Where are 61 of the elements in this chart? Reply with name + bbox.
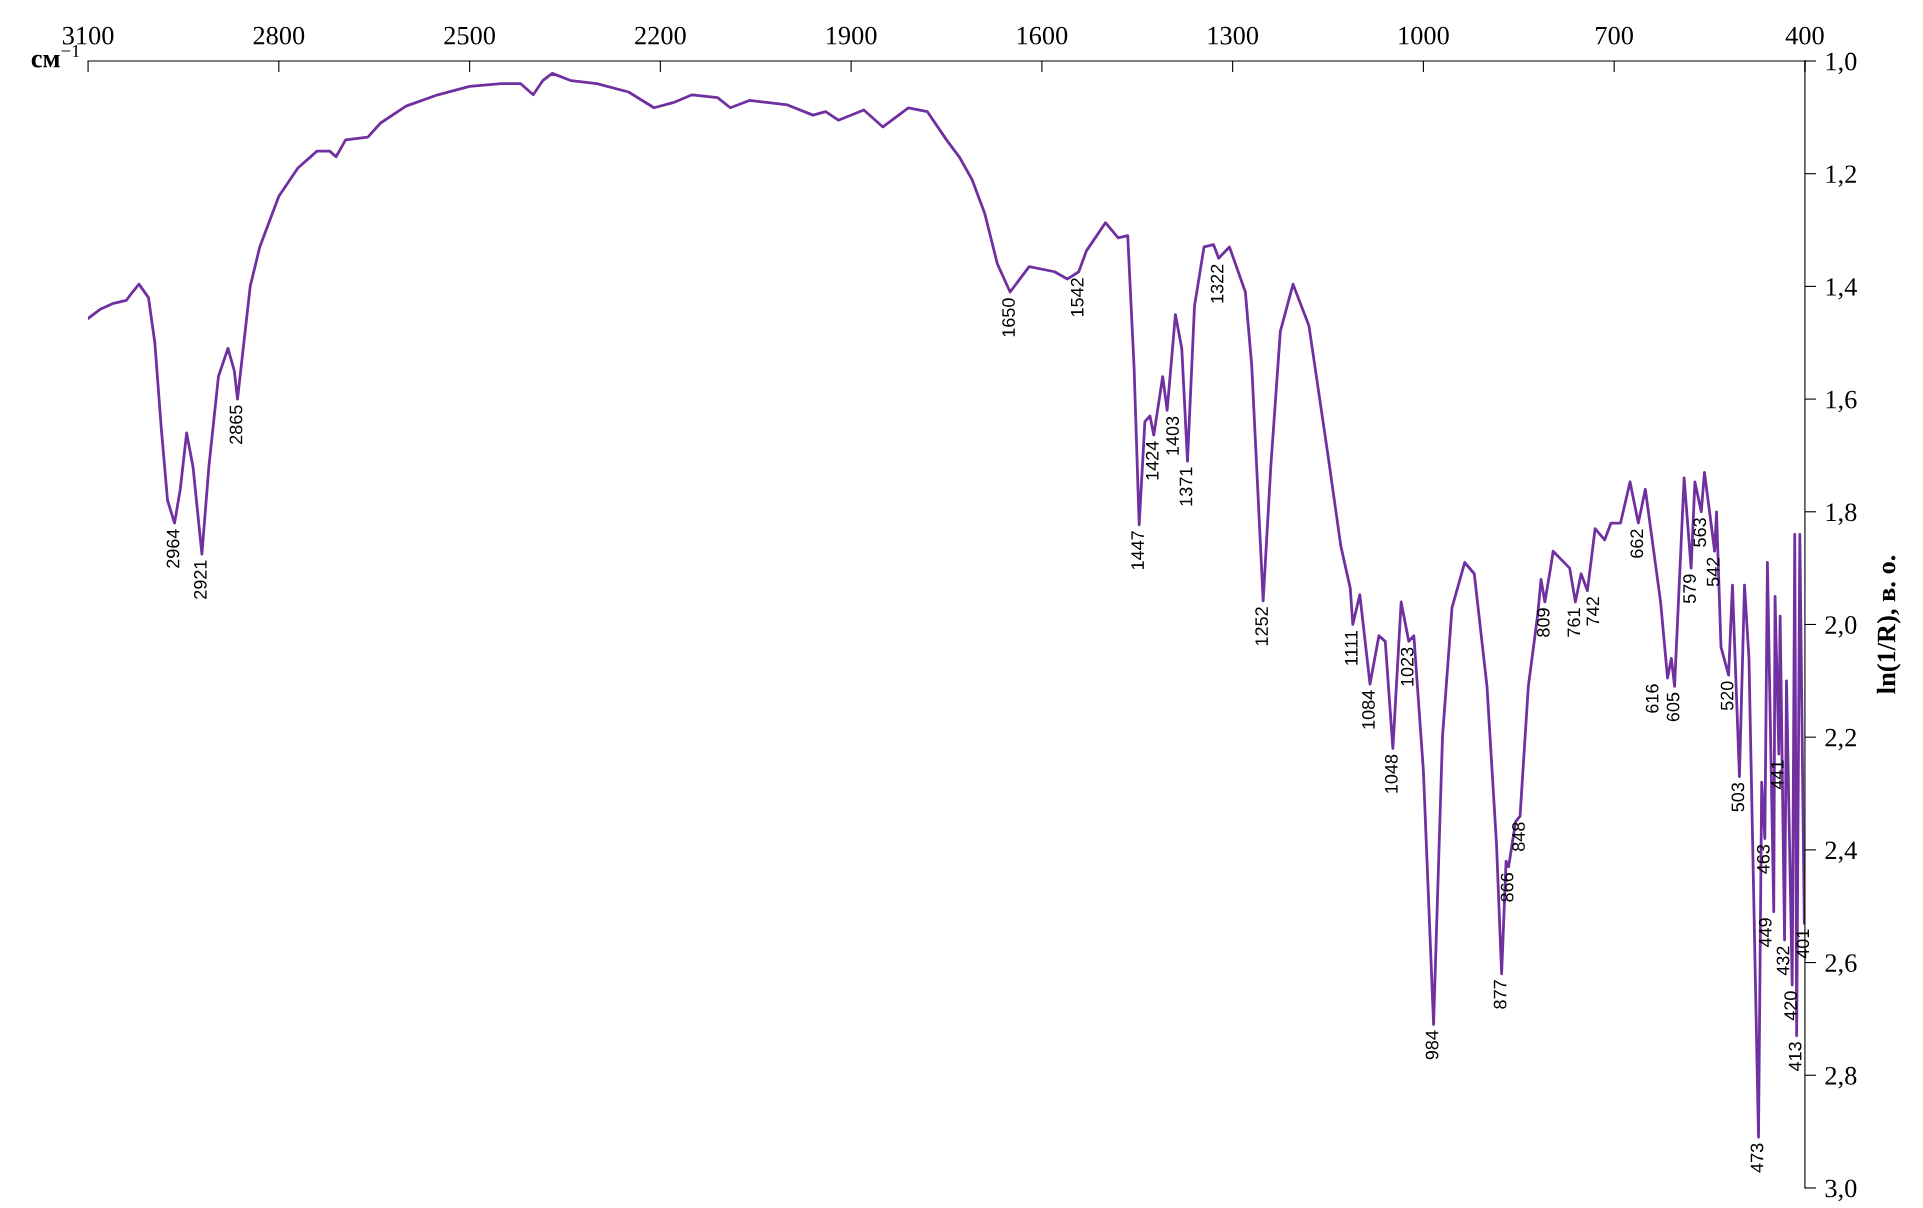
annotation: 2964 [166, 529, 180, 568]
annotation: 1048 [1384, 754, 1398, 793]
annotation: 1403 [1166, 416, 1179, 455]
annotation: 520 [1720, 681, 1734, 711]
x-tick-label: 700 [1596, 26, 1633, 45]
annotation: 463 [1756, 844, 1770, 874]
annotation: 413 [1788, 1042, 1802, 1072]
y-tick-label: 2,6 [1825, 954, 1857, 976]
y-tick-label: 3,0 [1825, 1179, 1857, 1202]
annotation: 473 [1750, 1143, 1764, 1173]
annotation: 1447 [1131, 531, 1144, 570]
annotation: 877 [1493, 980, 1507, 1009]
annotation: 742 [1586, 597, 1600, 626]
annotation: 1023 [1400, 647, 1414, 686]
y-tick-label: 2,8 [1825, 1066, 1857, 1089]
y-axis-title: ln(1/R), в. о. [1876, 555, 1901, 694]
annotation: 1424 [1145, 441, 1159, 480]
annotation: 542 [1706, 557, 1720, 587]
y-tick-label: 2,2 [1825, 728, 1856, 751]
annotation: 848 [1512, 822, 1525, 851]
annotation: 1322 [1210, 264, 1224, 303]
y-tick-label: 1,4 [1826, 278, 1857, 300]
y-tick-label: 2,4 [1825, 841, 1857, 864]
annotation: 420 [1784, 991, 1798, 1021]
annotation: 1111 [1345, 630, 1358, 665]
y-tick-label: 1,8 [1826, 503, 1857, 525]
x-tick-label: 1000 [1399, 26, 1449, 45]
annotation: 2865 [229, 405, 243, 444]
annotation: 605 [1666, 692, 1680, 722]
y-tick-label: 1,0 [1826, 52, 1857, 75]
annotation: 866 [1500, 873, 1514, 902]
annotation: 761 [1567, 608, 1581, 637]
annotation: 1252 [1255, 607, 1269, 646]
annotation: 441 [1771, 760, 1784, 790]
annotation: 1371 [1179, 467, 1193, 506]
annotation: 809 [1536, 608, 1550, 637]
annotation: 449 [1758, 918, 1772, 948]
x-tick-label: 1300 [1208, 26, 1259, 45]
x-tick-label: 2500 [444, 26, 495, 45]
annotation: 563 [1693, 518, 1707, 547]
y-tick-label: 2,0 [1825, 616, 1857, 638]
annotation: 2921 [193, 560, 207, 599]
annotation: 401 [1796, 929, 1810, 959]
x-tick-label: 1600 [1017, 26, 1068, 45]
x-tick-label: 3100 [62, 26, 114, 45]
annotation: 503 [1731, 782, 1745, 812]
x-tick-label: 400 [1785, 26, 1824, 45]
y-tick-label: 1,6 [1826, 390, 1857, 413]
annotation: 579 [1683, 574, 1696, 604]
x-tick-label: 2200 [635, 26, 686, 45]
y-tick-label: 1,2 [1826, 165, 1856, 187]
x-tick-label: 2800 [253, 26, 305, 45]
annotation: 662 [1630, 529, 1644, 558]
x-axis-title: см$^{−1}$ [31, 44, 80, 68]
annotation: 1084 [1362, 690, 1375, 729]
annotation: 616 [1645, 684, 1659, 713]
x-tick-label: 1900 [827, 26, 877, 45]
annotation: 432 [1776, 946, 1790, 976]
annotation: 1650 [1002, 298, 1015, 337]
annotation: 1542 [1070, 278, 1084, 317]
annotation: 984 [1425, 1030, 1439, 1060]
